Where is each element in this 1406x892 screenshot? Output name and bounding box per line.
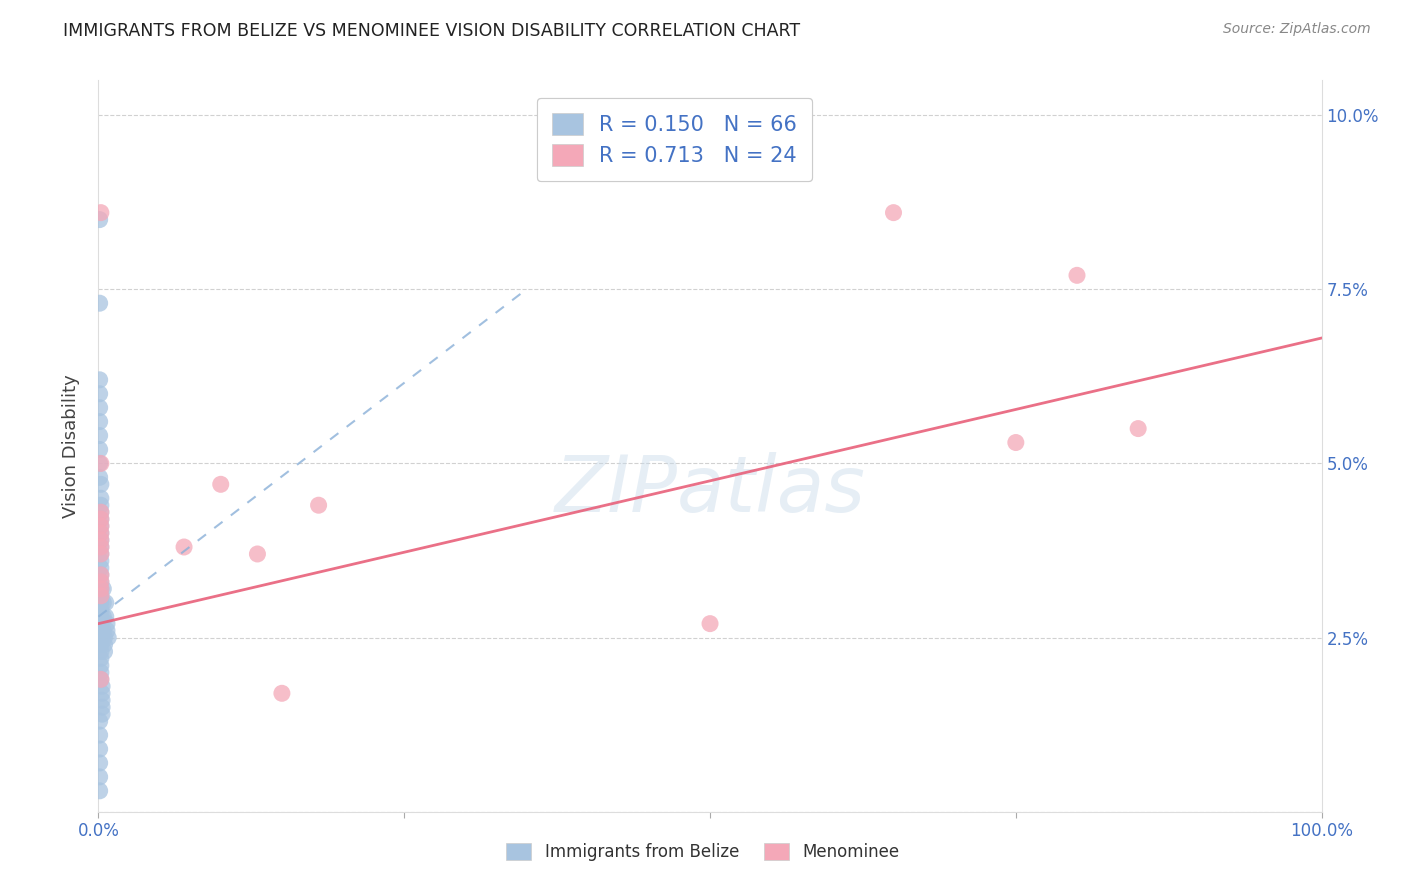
Point [94,596,117,610]
Point [90,205,112,219]
Point [89,616,111,631]
Point [89,596,111,610]
Point [91,679,114,693]
Point [883,205,905,219]
Point [93,644,115,658]
Point [90,554,112,568]
Point [90,609,112,624]
Point [89,442,111,457]
Point [90,540,112,554]
Point [90,673,112,687]
Point [90,582,112,596]
Point [90,547,112,561]
Point [91,693,114,707]
Text: IMMIGRANTS FROM BELIZE VS MENOMINEE VISION DISABILITY CORRELATION CHART: IMMIGRANTS FROM BELIZE VS MENOMINEE VISI… [63,22,800,40]
Point [90,567,112,582]
Point [89,212,111,227]
Point [96,616,118,631]
Text: ZIPatlas: ZIPatlas [554,452,866,528]
Point [90,526,112,541]
Legend: Immigrants from Belize, Menominee: Immigrants from Belize, Menominee [494,830,912,875]
Point [1128,421,1150,435]
Point [89,470,111,484]
Point [89,457,111,471]
Point [270,686,294,700]
Text: Source: ZipAtlas.com: Source: ZipAtlas.com [1223,22,1371,37]
Point [90,651,112,665]
Point [89,373,111,387]
Point [90,603,112,617]
Legend: R = 0.150   N = 66, R = 0.713   N = 24: R = 0.150 N = 66, R = 0.713 N = 24 [537,98,811,181]
Point [91,624,114,638]
Point [89,589,111,603]
Point [246,547,269,561]
Point [89,609,111,624]
Point [308,498,330,512]
Y-axis label: Vision Disability: Vision Disability [62,374,80,518]
Point [89,428,111,442]
Point [90,582,112,596]
Point [90,589,112,603]
Point [90,512,112,526]
Point [89,603,111,617]
Point [90,533,112,547]
Point [699,616,721,631]
Point [90,526,112,541]
Point [90,574,112,589]
Point [90,519,112,533]
Point [90,567,112,582]
Point [91,707,114,722]
Point [89,296,111,310]
Point [90,631,112,645]
Point [94,609,117,624]
Point [89,784,111,798]
Point [91,686,114,700]
Point [90,589,112,603]
Point [91,596,114,610]
Point [90,624,112,638]
Point [89,742,111,756]
Point [1066,268,1088,283]
Point [89,401,111,415]
Point [89,714,111,728]
Point [90,512,112,526]
Point [97,631,120,645]
Point [89,386,111,401]
Point [209,477,232,491]
Point [90,519,112,533]
Point [90,547,112,561]
Point [90,491,112,506]
Point [173,540,195,554]
Point [89,415,111,429]
Point [90,665,112,680]
Point [90,457,112,471]
Point [90,658,112,673]
Point [90,498,112,512]
Point [1004,435,1026,450]
Point [89,582,111,596]
Point [90,561,112,575]
Point [96,624,118,638]
Point [90,616,112,631]
Point [90,505,112,519]
Point [90,644,112,658]
Point [89,756,111,770]
Point [90,673,112,687]
Point [90,477,112,491]
Point [89,770,111,784]
Point [90,638,112,652]
Point [90,596,112,610]
Point [90,574,112,589]
Point [90,505,112,519]
Point [91,609,114,624]
Point [91,700,114,714]
Point [90,540,112,554]
Point [90,533,112,547]
Point [93,631,115,645]
Point [93,638,115,652]
Point [89,728,111,742]
Point [91,582,114,596]
